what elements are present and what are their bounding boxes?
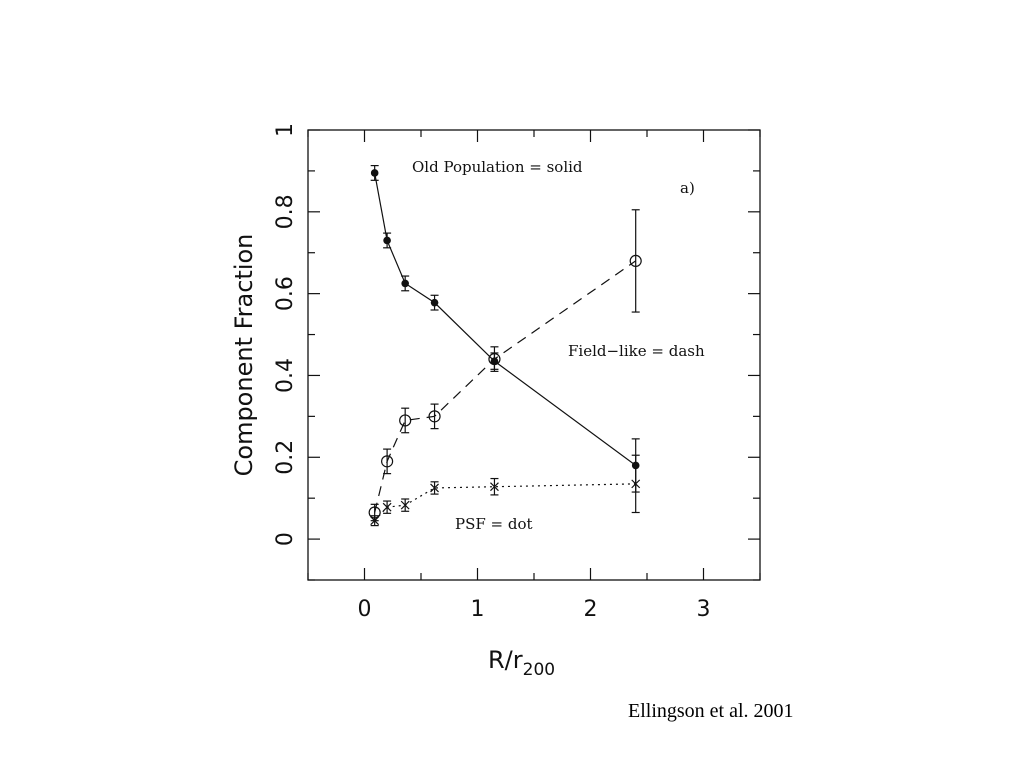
x-axis-title: R/r200 (488, 646, 555, 680)
point-field (428, 410, 441, 423)
point-psf (490, 482, 499, 492)
series-line-field (374, 260, 637, 513)
axis-ticks (307, 129, 761, 581)
x-tick-label: 0 (358, 597, 372, 622)
y-tick-label: 1 (273, 123, 298, 137)
annotation-panel: a) (680, 179, 695, 197)
y-tick-label: 0.8 (273, 194, 298, 229)
x-axis-title-sub: 200 (523, 660, 555, 680)
point-old (383, 236, 391, 245)
citation: Ellingson et al. 2001 (628, 700, 794, 722)
annotation-field: Field−like = dash (568, 342, 705, 360)
point-psf (631, 479, 641, 489)
point-psf (382, 502, 392, 512)
x-axis-title-main: R/r (488, 646, 523, 674)
point-old (631, 461, 640, 470)
point-field (399, 414, 412, 427)
point-old (370, 169, 379, 177)
point-field (368, 506, 381, 519)
point-psf (430, 483, 439, 493)
x-tick-label: 3 (697, 597, 711, 622)
y-axis-title: Component Fraction (230, 234, 258, 477)
point-psf (370, 516, 380, 526)
point-field (488, 352, 501, 366)
series-lines (374, 172, 637, 522)
point-old (430, 298, 439, 307)
point-field (629, 254, 642, 268)
annotation-old: Old Population = solid (412, 158, 583, 176)
y-tick-label: 0 (273, 532, 298, 546)
tick-labels: 0 1 2 3 0 0.2 0.4 0.6 0.8 1 (273, 123, 711, 622)
annotation-psf: PSF = dot (455, 515, 533, 533)
x-tick-label: 1 (471, 597, 485, 622)
x-tick-label: 2 (584, 597, 598, 622)
data-markers (368, 169, 642, 526)
point-field (381, 455, 394, 468)
point-psf (400, 500, 410, 510)
series-line-old (374, 172, 637, 466)
y-tick-label: 0.2 (273, 440, 298, 475)
y-tick-label: 0.4 (273, 358, 298, 393)
point-old (490, 357, 499, 365)
point-old (401, 279, 409, 288)
y-tick-label: 0.6 (273, 276, 298, 311)
